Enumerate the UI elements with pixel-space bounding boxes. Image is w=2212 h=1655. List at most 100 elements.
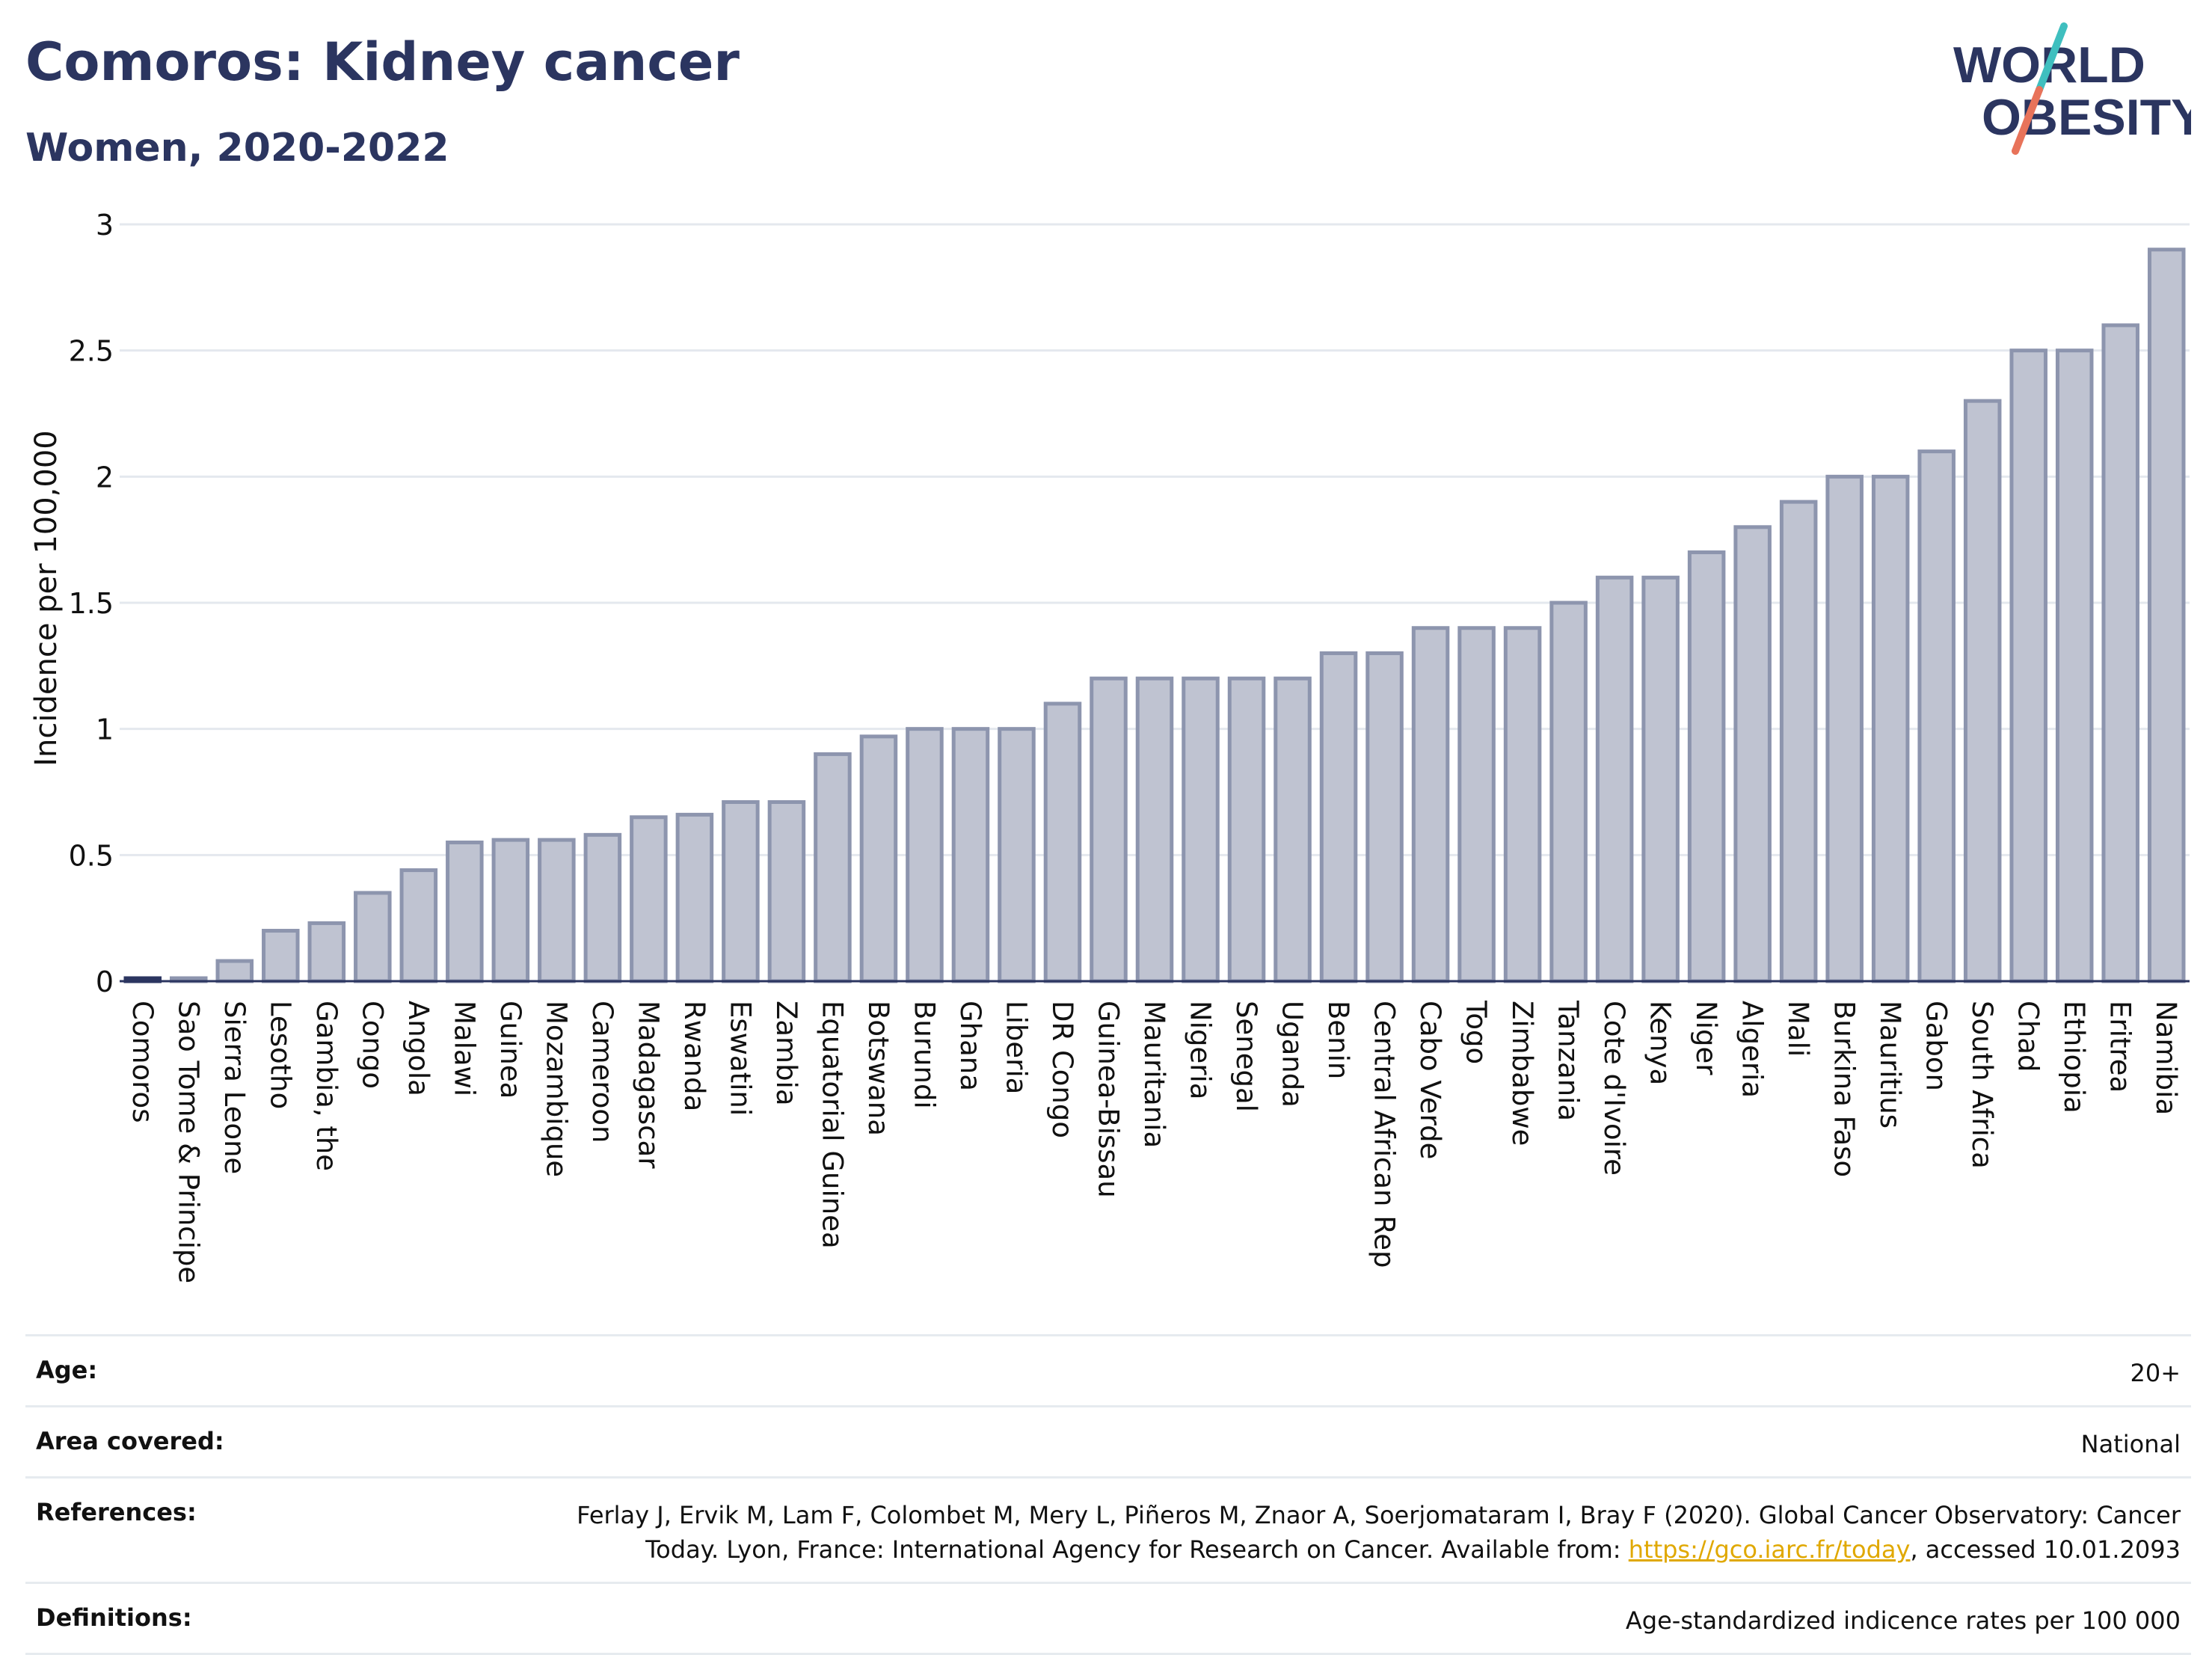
- x-tick-label: Eritrea: [2104, 1001, 2136, 1093]
- bar-dr-congo: [1043, 701, 1082, 983]
- x-tick-label: Gambia, the: [310, 1001, 342, 1171]
- x-tick-label: Ethiopia: [2058, 1001, 2090, 1114]
- bar-mauritania: [1135, 676, 1174, 983]
- x-tick-label: DR Congo: [1046, 1001, 1078, 1138]
- bar-liberia: [998, 727, 1036, 983]
- bar-malawi: [446, 840, 484, 983]
- bar-chad: [2009, 348, 2047, 983]
- x-tick-label: Comoros: [126, 1001, 159, 1123]
- bar-zimbabwe: [1503, 626, 1542, 983]
- x-tick-label: Namibia: [2150, 1001, 2182, 1115]
- bar-togo: [1457, 626, 1496, 983]
- x-tick-label: Ghana: [954, 1001, 986, 1091]
- x-tick-label: Central African Rep: [1368, 1001, 1401, 1268]
- x-tick-label: Burkina Faso: [1828, 1001, 1861, 1177]
- x-tick-label: Senegal: [1230, 1001, 1262, 1112]
- x-tick-label: Nigeria: [1185, 1001, 1217, 1099]
- x-tick-label: Mali: [1782, 1001, 1814, 1057]
- bar-niger: [1687, 550, 1726, 983]
- x-tick-label: Burundi: [908, 1001, 940, 1109]
- world-obesity-logo: WORLD OBESITY: [1953, 22, 2191, 155]
- x-tick-label: Mauritius: [1874, 1001, 1906, 1129]
- logo-slash-top: [2036, 22, 2068, 93]
- x-tick-label: Niger: [1690, 1001, 1722, 1075]
- y-axis-title: Incidence per 100,000: [29, 430, 64, 767]
- x-tick-label: Zimbabwe: [1506, 1001, 1538, 1146]
- y-tick-label: 0: [96, 965, 114, 998]
- references-label: References:: [36, 1498, 197, 1526]
- definitions-value: Age-standardized indicence rates per 100…: [1625, 1606, 2181, 1635]
- bar-eswatini: [722, 799, 760, 983]
- x-tick-label: Lesotho: [264, 1001, 296, 1109]
- age-label: Age:: [36, 1356, 98, 1384]
- x-tick-label: Chad: [2012, 1001, 2044, 1072]
- y-tick-label: 0.5: [69, 839, 114, 872]
- x-tick-label: Congo: [356, 1001, 388, 1089]
- x-tick-label: Malawi: [448, 1001, 480, 1096]
- chart-title: Comoros: Kidney cancer: [25, 31, 740, 93]
- bar-lesotho: [262, 929, 300, 983]
- bar-cameroon: [583, 832, 622, 983]
- x-tick-label: Angola: [402, 1001, 434, 1096]
- y-tick-label: 1.5: [69, 587, 114, 620]
- x-tick-label: Algeria: [1736, 1001, 1769, 1098]
- x-tick-label: Togo: [1460, 1000, 1493, 1064]
- footer-row-age: Age: 20+: [25, 1334, 2191, 1405]
- age-value: 20+: [2130, 1359, 2181, 1387]
- x-tick-label: Guinea-Bissau: [1092, 1001, 1124, 1198]
- bar-algeria: [1733, 525, 1772, 983]
- x-axis-labels: Comoros Sao Tome & Principe Sierra Leone Le…: [126, 1000, 2182, 1283]
- bar-mali: [1779, 500, 1818, 983]
- logo-line2: OBESITY: [1982, 89, 2191, 146]
- references-value: Ferlay J, Ervik M, Lam F, Colombet M, Me…: [498, 1498, 2181, 1567]
- y-tick-label: 2.5: [69, 335, 114, 368]
- bar-equatorial-guinea: [814, 752, 852, 983]
- x-tick-label: Equatorial Guinea: [816, 1001, 848, 1249]
- bar-eritrea: [2101, 323, 2139, 983]
- logo-slash-bottom: [2012, 86, 2043, 155]
- bar-guinea-bissau: [1090, 676, 1128, 983]
- bar-gambia-the: [307, 921, 346, 983]
- x-tick-label: Sao Tome & Principe: [172, 1001, 204, 1283]
- bar-benin: [1319, 651, 1358, 983]
- area-label: Area covered:: [36, 1427, 224, 1455]
- x-tick-label: Cote d'Ivoire: [1598, 1001, 1630, 1176]
- chart-subtitle: Women, 2020-2022: [25, 126, 449, 171]
- bar-mozambique: [538, 838, 576, 983]
- bars: [123, 248, 2186, 983]
- definitions-label: Definitions:: [36, 1603, 192, 1632]
- bar-mauritius: [1871, 474, 1910, 983]
- x-tick-label: Sierra Leone: [218, 1001, 251, 1174]
- references-link[interactable]: https://gco.iarc.fr/today: [1628, 1535, 1911, 1564]
- bar-botswana: [859, 734, 898, 983]
- bar-sierra-leone: [215, 959, 254, 983]
- x-tick-label: Rwanda: [678, 1001, 710, 1111]
- x-tick-label: Uganda: [1276, 1001, 1309, 1108]
- bar-south-africa: [1963, 399, 2002, 983]
- x-tick-label: Benin: [1322, 1001, 1354, 1079]
- bar-cote-d-ivoire: [1595, 575, 1634, 983]
- bar-gabon: [1917, 449, 1956, 983]
- x-tick-label: Mozambique: [540, 1001, 572, 1177]
- footer-table: Age: 20+ Area covered: National Referenc…: [25, 1334, 2191, 1655]
- x-tick-label: Guinea: [494, 1001, 526, 1099]
- footer-row-area: Area covered: National: [25, 1405, 2191, 1476]
- footer-row-definitions: Definitions: Age-standardized indicence …: [25, 1582, 2191, 1655]
- bar-cabo-verde: [1411, 626, 1450, 983]
- references-text: Ferlay J, Ervik M, Lam F, Colombet M, Me…: [577, 1501, 2181, 1564]
- bar-congo: [354, 891, 392, 983]
- area-value: National: [2080, 1430, 2181, 1458]
- bar-ghana: [951, 727, 990, 983]
- bar-central-african-rep: [1365, 651, 1404, 983]
- bar-burundi: [906, 727, 944, 983]
- bar-angola: [399, 868, 438, 983]
- bar-uganda: [1274, 676, 1312, 983]
- x-tick-label: Madagascar: [632, 1001, 664, 1169]
- bar-nigeria: [1182, 676, 1220, 983]
- bar-rwanda: [675, 812, 714, 983]
- x-tick-label: Botswana: [862, 1001, 894, 1136]
- x-tick-label: Kenya: [1644, 1001, 1677, 1085]
- bar-guinea: [491, 838, 530, 983]
- x-tick-label: Cameroon: [586, 1001, 618, 1143]
- bar-senegal: [1227, 676, 1266, 983]
